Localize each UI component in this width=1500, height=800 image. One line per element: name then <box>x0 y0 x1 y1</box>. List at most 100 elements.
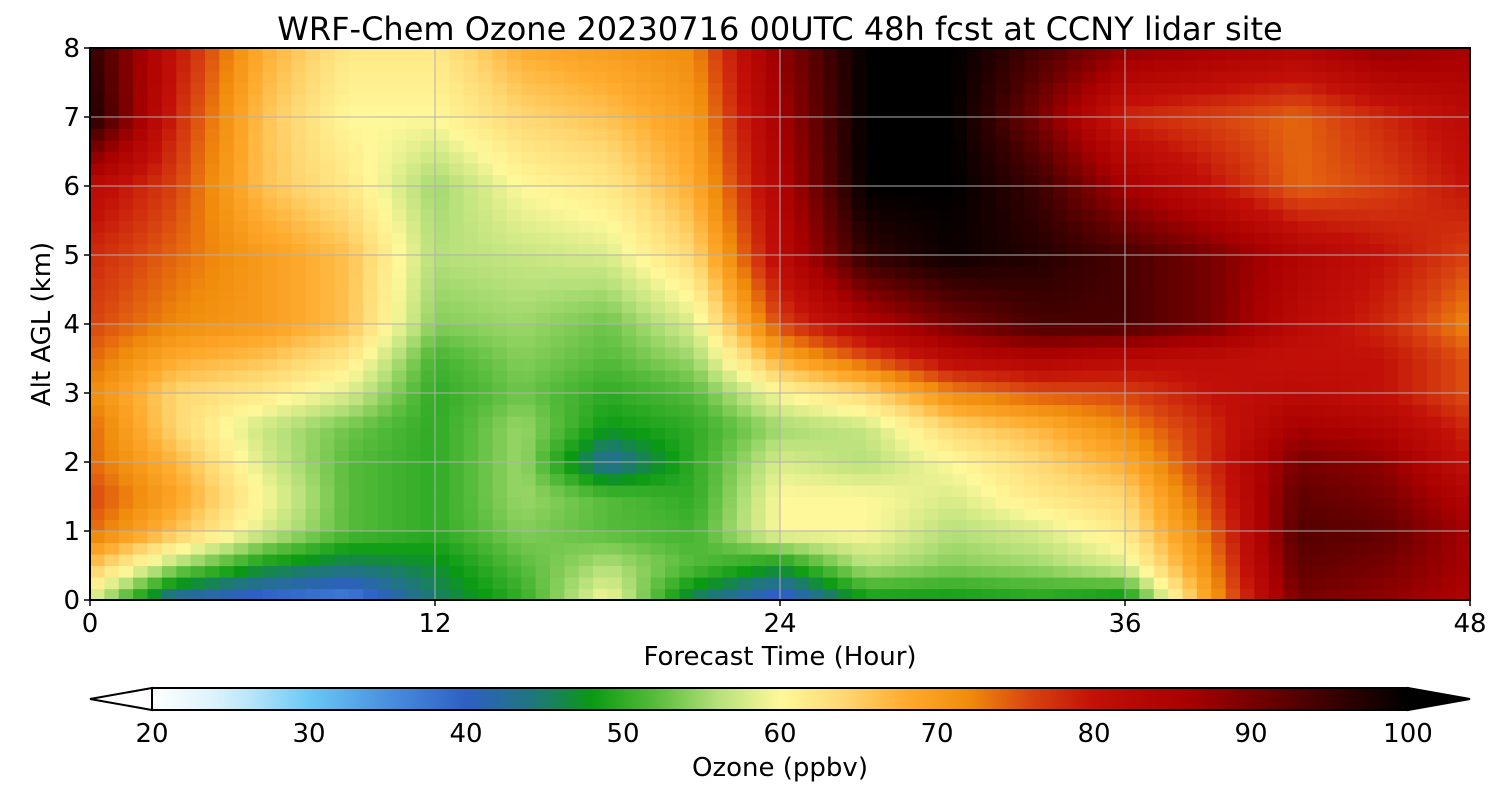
heatmap-cell <box>794 404 810 417</box>
heatmap-cell <box>348 163 364 176</box>
heatmap-cell <box>923 117 939 130</box>
heatmap-cell <box>880 324 896 337</box>
heatmap-cell <box>1398 82 1414 95</box>
heatmap-cell <box>147 473 163 486</box>
heatmap-cell <box>420 404 436 417</box>
heatmap-cell <box>1067 577 1083 590</box>
heatmap-cell <box>1398 312 1414 325</box>
heatmap-cell <box>305 393 321 406</box>
heatmap-cell <box>1067 255 1083 268</box>
heatmap-cell <box>391 278 407 291</box>
heatmap-cell <box>895 94 910 107</box>
heatmap-cell <box>133 117 149 130</box>
heatmap-cell <box>276 174 292 187</box>
heatmap-cell <box>1398 289 1414 302</box>
heatmap-cell <box>391 289 407 302</box>
heatmap-cell <box>564 577 580 590</box>
heatmap-cell <box>665 197 680 210</box>
heatmap-cell <box>938 393 954 406</box>
heatmap-cell <box>693 209 709 222</box>
heatmap-cell <box>952 519 968 532</box>
heatmap-cell <box>966 255 982 268</box>
heatmap-cell <box>1182 565 1198 578</box>
heatmap-cell <box>593 554 609 567</box>
heatmap-cell <box>535 163 551 176</box>
heatmap-cell <box>550 588 565 601</box>
heatmap-cell <box>564 381 580 394</box>
heatmap-cell <box>1010 140 1025 153</box>
heatmap-cell <box>751 209 767 222</box>
heatmap-cell <box>478 542 494 555</box>
heatmap-cell <box>478 186 494 199</box>
heatmap-cell <box>90 358 105 371</box>
heatmap-cell <box>118 232 134 245</box>
heatmap-cell <box>1024 381 1040 394</box>
heatmap-cell <box>1383 473 1399 486</box>
heatmap-cell <box>1153 163 1169 176</box>
heatmap-cell <box>808 48 824 61</box>
heatmap-cell <box>736 462 752 475</box>
heatmap-cell <box>320 59 335 72</box>
heatmap-cell <box>1153 220 1169 233</box>
heatmap-cell <box>176 416 192 429</box>
heatmap-cell <box>147 94 163 107</box>
heatmap-cell <box>1283 163 1299 176</box>
heatmap-cell <box>564 485 580 498</box>
heatmap-cell <box>952 59 968 72</box>
heatmap-cell <box>1398 209 1414 222</box>
heatmap-cell <box>334 266 350 279</box>
heatmap-cell <box>248 117 264 130</box>
heatmap-cell <box>966 427 982 440</box>
heatmap-cell <box>895 232 910 245</box>
heatmap-cell <box>1240 358 1255 371</box>
heatmap-cell <box>1010 450 1025 463</box>
heatmap-cell <box>90 312 105 325</box>
heatmap-cell <box>866 554 882 567</box>
heatmap-cell <box>133 186 149 199</box>
heatmap-cell <box>449 324 465 337</box>
heatmap-cell <box>320 439 335 452</box>
heatmap-cell <box>636 565 652 578</box>
heatmap-cell <box>1326 117 1342 130</box>
heatmap-cell <box>1240 324 1255 337</box>
heatmap-cell <box>147 404 163 417</box>
heatmap-cell <box>377 531 393 544</box>
heatmap-cell <box>233 462 249 475</box>
heatmap-cell <box>1268 140 1284 153</box>
heatmap-cell <box>995 289 1011 302</box>
heatmap-cell <box>966 163 982 176</box>
heatmap-cell <box>607 197 623 210</box>
heatmap-cell <box>578 496 594 509</box>
heatmap-cell <box>1426 266 1442 279</box>
heatmap-cell <box>348 508 364 521</box>
heatmap-cell <box>1125 324 1140 337</box>
heatmap-cell <box>966 220 982 233</box>
heatmap-cell <box>133 197 149 210</box>
heatmap-cell <box>952 128 968 141</box>
heatmap-cell <box>1355 232 1370 245</box>
heatmap-cell <box>104 140 120 153</box>
heatmap-cell <box>1326 255 1342 268</box>
heatmap-cell <box>808 358 824 371</box>
heatmap-cell <box>463 508 479 521</box>
heatmap-cell <box>535 278 551 291</box>
heatmap-cell <box>923 197 939 210</box>
heatmap-cell <box>1355 393 1370 406</box>
heatmap-cell <box>147 266 163 279</box>
heatmap-cell <box>190 232 206 245</box>
heatmap-cell <box>780 577 795 590</box>
heatmap-cell <box>248 59 264 72</box>
heatmap-cell <box>823 301 839 314</box>
heatmap-cell <box>1412 554 1428 567</box>
heatmap-cell <box>535 301 551 314</box>
heatmap-cell <box>780 82 795 95</box>
heatmap-cell <box>406 71 422 84</box>
heatmap-cell <box>880 554 896 567</box>
heatmap-cell <box>736 439 752 452</box>
heatmap-cell <box>1283 508 1299 521</box>
heatmap-cell <box>463 197 479 210</box>
heatmap-cell <box>248 140 264 153</box>
heatmap-cell <box>1081 381 1097 394</box>
heatmap-cell <box>578 393 594 406</box>
heatmap-cell <box>1426 301 1442 314</box>
